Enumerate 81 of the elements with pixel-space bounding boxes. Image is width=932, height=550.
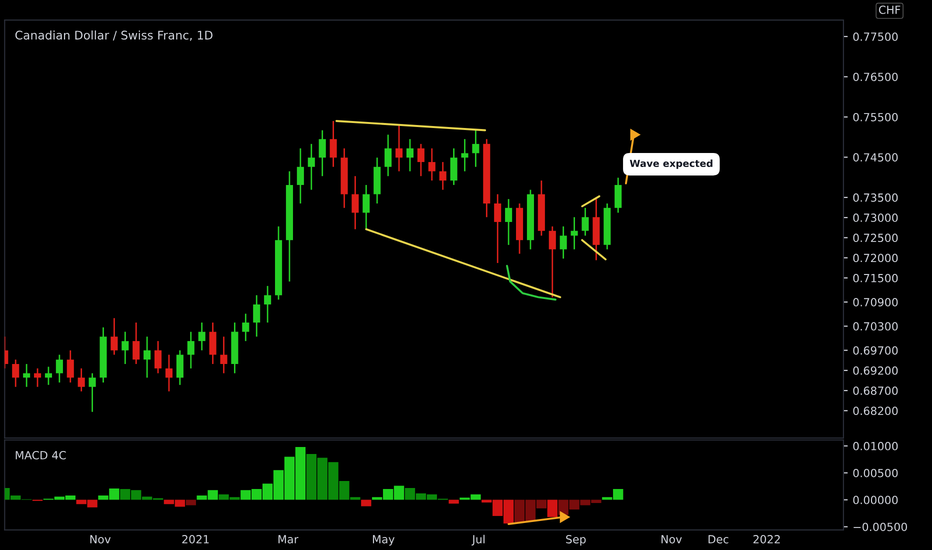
candlestick (122, 331, 129, 365)
y-tick-label: 0.01000 (853, 442, 898, 450)
y-tick-label: 0.73000 (853, 214, 898, 222)
y-tick-label: 0.00000 (853, 496, 898, 504)
candlestick (56, 354, 63, 384)
y-tick-label: 0.72000 (853, 254, 898, 262)
y-tick-label: 0.72500 (853, 234, 898, 242)
x-tick-label: Jul (472, 534, 484, 546)
y-tick-label: 0.77500 (853, 32, 898, 41)
candlestick (264, 285, 272, 324)
y-tick-label: 0.73500 (853, 193, 898, 202)
candlestick (330, 120, 337, 168)
candlestick (450, 148, 458, 186)
candlestick (461, 138, 468, 172)
candlestick (78, 368, 85, 392)
y-tick-label: 0.00500 (853, 468, 898, 478)
x-tick-label: Sep (566, 535, 586, 546)
candlestick (560, 226, 567, 260)
candlestick (439, 161, 446, 190)
candlestick (44, 366, 52, 386)
y-tick-label: 0.70900 (853, 298, 898, 306)
y-tick-label: 0.76500 (853, 72, 898, 82)
candlestick (614, 177, 622, 214)
candlestick (187, 331, 194, 370)
candlestick (582, 207, 589, 236)
candlestick (34, 368, 42, 388)
candlestick (176, 350, 184, 386)
text: MACD 4C (16, 450, 66, 460)
candlestick (88, 372, 96, 413)
bar (361, 500, 372, 506)
candlestick (209, 322, 216, 365)
candlestick (406, 138, 414, 172)
bar (547, 500, 558, 518)
candlestick (548, 226, 556, 298)
x-tick-label: Nov (90, 535, 111, 544)
y-axis-title: CHF (878, 6, 900, 14)
candlestick (220, 336, 228, 374)
x-tick-label: 2022 (753, 535, 780, 544)
candlestick (144, 336, 151, 378)
candlestick (494, 194, 502, 264)
candlestick (505, 198, 512, 246)
y-tick-label: 0.71500 (853, 274, 898, 282)
x-tick-label: Nov (662, 535, 682, 544)
text: Canadian Dollar / Swiss Franc, 1D (15, 30, 212, 41)
candlestick (308, 143, 315, 190)
candlestick (23, 363, 30, 388)
bar (448, 500, 459, 504)
candlestick (154, 340, 162, 374)
candlestick (384, 134, 392, 177)
candlestick (396, 124, 403, 172)
y-tick-label: 0.69200 (853, 366, 898, 375)
candlestick (132, 322, 140, 365)
candlestick (296, 148, 304, 204)
candlestick (165, 354, 172, 392)
y-tick-label: −0.00500 (854, 522, 908, 532)
candlestick (472, 130, 480, 168)
candlestick (12, 358, 20, 388)
candlestick (110, 317, 118, 356)
y-tick-label: 0.69700 (853, 346, 898, 355)
candlestick (417, 143, 424, 177)
y-tick-label: 0.74500 (853, 153, 898, 162)
candlestick (362, 184, 370, 230)
x-tick-label: 2021 (182, 535, 209, 544)
y-tick-label: 0.75500 (853, 112, 898, 122)
x-tick-label: Dec (708, 535, 728, 544)
y-tick-label: 0.70300 (853, 322, 898, 331)
candlestick (318, 130, 326, 177)
candlestick (242, 313, 250, 342)
bar (186, 500, 196, 506)
candlestick (253, 294, 260, 338)
x-tick-label: Mar (278, 535, 298, 544)
candlestick (570, 216, 578, 250)
y-tick-label: 0.68200 (853, 406, 898, 416)
line-series (506, 264, 556, 301)
x-tick-label: May (372, 535, 395, 546)
y-tick-label: 0.68700 (853, 386, 898, 395)
candlestick (66, 350, 74, 384)
candlestick (428, 148, 436, 182)
annotation: Wave expected (630, 160, 712, 169)
candlestick (198, 322, 206, 352)
candlestick (352, 175, 359, 230)
